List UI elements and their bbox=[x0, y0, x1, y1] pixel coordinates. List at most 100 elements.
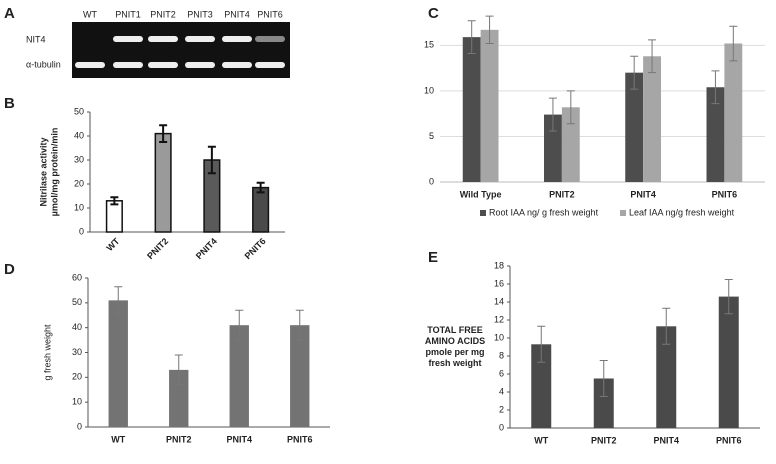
gel-band bbox=[148, 62, 178, 68]
x-tick-label: PNIT2 bbox=[591, 435, 617, 445]
legend-swatch bbox=[480, 210, 486, 216]
y-tick-label: 40 bbox=[74, 130, 84, 140]
y-tick-label: 18 bbox=[494, 260, 504, 270]
gel-band bbox=[113, 36, 143, 42]
x-tick-label: PNIT2 bbox=[166, 434, 192, 444]
y-tick-label: 0 bbox=[499, 422, 504, 432]
y-tick-label: 20 bbox=[72, 372, 82, 382]
lane-label: WT bbox=[83, 9, 97, 19]
error-bar bbox=[662, 307, 671, 345]
y-tick-label: 12 bbox=[494, 314, 504, 324]
x-tick-label: PNIT4 bbox=[194, 236, 219, 261]
bar bbox=[252, 186, 270, 233]
error-bar bbox=[711, 70, 720, 105]
y-tick-label: 8 bbox=[499, 350, 504, 360]
y-tick-label: 30 bbox=[74, 154, 84, 164]
bar bbox=[480, 29, 499, 182]
legend-swatch bbox=[620, 210, 626, 216]
x-tick-label: PNIT6 bbox=[287, 434, 313, 444]
gel-band bbox=[148, 36, 178, 42]
x-tick-label: WT bbox=[104, 236, 121, 253]
bar bbox=[724, 43, 743, 183]
gel-band bbox=[185, 36, 215, 42]
error-bar bbox=[548, 97, 557, 132]
x-tick-label: WT bbox=[111, 434, 125, 444]
y-tick-label: 10 bbox=[424, 85, 434, 95]
error-bar bbox=[648, 39, 657, 74]
error-bar bbox=[467, 20, 476, 55]
y-axis-label: µmol/mg protein/min bbox=[49, 128, 59, 217]
y-axis-label: g fresh weight bbox=[42, 324, 52, 381]
lane-label: PNIT1 bbox=[115, 9, 141, 19]
x-tick-label: PNIT4 bbox=[653, 435, 679, 445]
bar bbox=[229, 325, 249, 427]
x-tick-label: WT bbox=[534, 435, 548, 445]
bar bbox=[643, 56, 661, 183]
y-tick-label: 10 bbox=[72, 397, 82, 407]
error-bar bbox=[256, 181, 265, 194]
lane-label: PNIT2 bbox=[150, 9, 176, 19]
y-axis-label: pmole per mg bbox=[425, 347, 484, 357]
y-tick-label: 30 bbox=[72, 347, 82, 357]
y-tick-label: 5 bbox=[429, 131, 434, 141]
bar bbox=[290, 325, 310, 427]
gel-band bbox=[222, 36, 252, 42]
bar bbox=[531, 344, 552, 428]
error-bar bbox=[110, 196, 119, 206]
y-tick-label: 0 bbox=[429, 176, 434, 186]
y-tick-label: 6 bbox=[499, 368, 504, 378]
x-tick-label: PNIT6 bbox=[243, 236, 268, 261]
y-tick-label: 14 bbox=[494, 296, 504, 306]
row-label: α-tubulin bbox=[26, 59, 61, 69]
panel-label: E bbox=[428, 249, 438, 266]
panel-label: B bbox=[4, 95, 15, 112]
lane-label: PNIT6 bbox=[257, 9, 283, 19]
x-tick-label: PNIT6 bbox=[716, 435, 742, 445]
row-label: NIT4 bbox=[26, 34, 46, 44]
gel-band bbox=[113, 62, 143, 68]
bar bbox=[593, 378, 614, 428]
bar bbox=[169, 369, 189, 427]
y-tick-label: 15 bbox=[424, 40, 434, 50]
error-bar bbox=[729, 25, 738, 62]
y-tick-label: 16 bbox=[494, 278, 504, 288]
error-bar bbox=[485, 15, 494, 45]
error-bar bbox=[566, 90, 575, 125]
error-bar bbox=[295, 309, 304, 341]
gel-band bbox=[255, 36, 285, 42]
y-tick-label: 60 bbox=[72, 272, 82, 282]
error-bar bbox=[159, 124, 168, 143]
y-axis-label: fresh weight bbox=[428, 358, 481, 368]
y-axis-label: Nitrilase activity bbox=[38, 137, 48, 206]
error-bar bbox=[114, 286, 123, 315]
error-bar bbox=[207, 145, 216, 175]
gel-band bbox=[185, 62, 215, 68]
panel-label: D bbox=[4, 261, 15, 278]
bar bbox=[656, 326, 677, 428]
error-bar bbox=[537, 325, 546, 363]
panel-label: A bbox=[4, 5, 15, 22]
lane-label: PNIT3 bbox=[187, 9, 213, 19]
y-tick-label: 50 bbox=[72, 297, 82, 307]
gel-image bbox=[72, 22, 290, 78]
x-tick-label: PNIT4 bbox=[226, 434, 252, 444]
gel-band bbox=[222, 62, 252, 68]
error-bar bbox=[599, 360, 608, 397]
y-tick-label: 2 bbox=[499, 404, 504, 414]
bar bbox=[718, 296, 739, 428]
y-tick-label: 4 bbox=[499, 386, 504, 396]
error-bar bbox=[630, 55, 639, 90]
y-tick-label: 50 bbox=[74, 106, 84, 116]
x-tick-label: Wild Type bbox=[460, 189, 502, 199]
bar bbox=[105, 200, 123, 233]
error-bar bbox=[724, 279, 733, 315]
y-tick-label: 0 bbox=[79, 226, 84, 236]
y-axis-label: TOTAL FREE bbox=[427, 325, 483, 335]
error-bar bbox=[235, 309, 244, 341]
bar bbox=[108, 300, 128, 427]
gel-band bbox=[255, 62, 285, 68]
bar bbox=[561, 107, 580, 182]
lane-label: PNIT4 bbox=[224, 9, 250, 19]
bar bbox=[544, 114, 562, 182]
